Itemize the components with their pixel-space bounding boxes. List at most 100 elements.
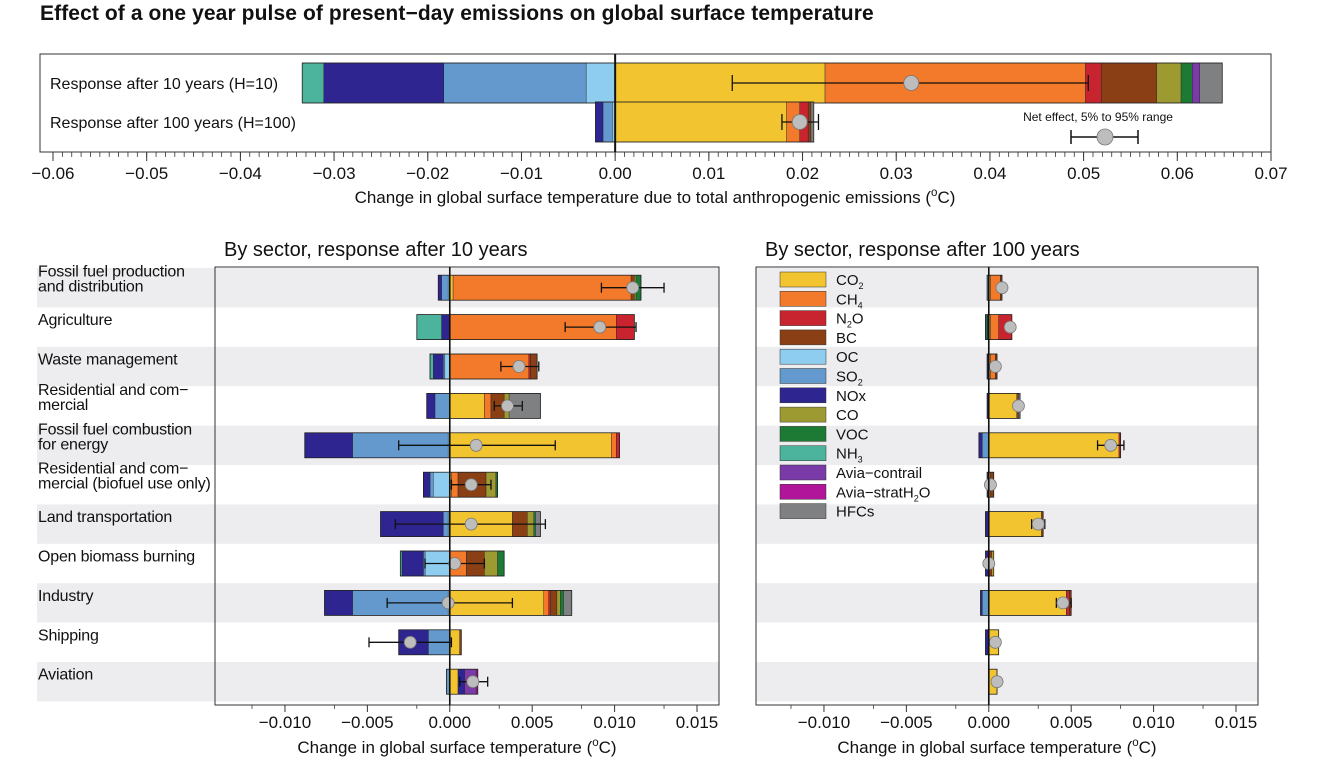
- legend-label-text: SO: [836, 369, 858, 386]
- sector-2-row-6-net-marker: [1031, 517, 1045, 531]
- sector-1-row-3-bar-CH4: [484, 393, 492, 419]
- sector-label: Waste management: [38, 352, 178, 369]
- legend-label: OC: [836, 349, 859, 366]
- sector-axis-tick-label: 0.010: [1132, 713, 1175, 732]
- sector-1-row-4-bar-outline: [304, 432, 620, 459]
- sector-x-axis-label-degree: o: [592, 737, 598, 749]
- legend-swatch: [779, 406, 827, 423]
- sector-label: Residential and com−: [38, 382, 188, 399]
- page-title: Effect of a one year pulse of present−da…: [40, 2, 874, 25]
- sector-2-row-1-net-marker: [1003, 320, 1017, 334]
- sector-x-axis-label-degree: o: [1132, 737, 1138, 749]
- top-row-0-bar-OC: [585, 62, 616, 104]
- sector-1-row-2-bar-NOx: [433, 353, 444, 380]
- top-row-label: Response after 10 years (H=10): [50, 76, 278, 93]
- sector-1-row-0-bar-SO2: [441, 275, 449, 301]
- top-x-axis-label-degree: o: [931, 187, 937, 199]
- sector-1-row-1-bar-NOx: [441, 314, 450, 340]
- sector-1-row-8-bar-CH4: [543, 590, 549, 616]
- legend-label: N2O: [836, 311, 864, 330]
- sector-1-row-4-bar-CH4: [611, 432, 617, 458]
- sector-1-row-4-net-marker: [469, 438, 483, 452]
- sector-row: Aviation: [38, 667, 489, 695]
- legend-label: HFCs: [836, 504, 874, 521]
- top-legend-marker: [1096, 128, 1114, 146]
- legend-label: CO2: [836, 272, 864, 291]
- sector-1-row-5-net-marker: [464, 478, 478, 492]
- top-axis-tick-label: 0.02: [786, 164, 819, 183]
- sector-label: Residential and com−: [38, 461, 188, 478]
- legend-swatch: [779, 464, 827, 481]
- sector-axis-tick-label: −0.005: [341, 713, 393, 732]
- sector-1-row-7-bar-VOC: [497, 550, 505, 577]
- top-x-axis-label-part: Change in global surface temperature due…: [355, 188, 932, 207]
- sector-1-row-2-net-marker: [512, 360, 526, 373]
- sector-1-row-7-bar-outline: [399, 550, 505, 577]
- legend-label-text: CO: [836, 407, 859, 424]
- sector-1-row-0-net-marker: [626, 281, 640, 295]
- top-x-axis-label-part: C): [937, 188, 955, 207]
- sector-x-axis-label-part: Change in global surface temperature (: [297, 738, 592, 757]
- sector-1-row-7-bar-CO: [484, 550, 498, 577]
- legend-label-sub: 4: [858, 300, 863, 310]
- top-axis-tick-label: 0.07: [1254, 164, 1287, 183]
- sector-1-row-5-bar-SO2: [429, 472, 434, 498]
- top-row-0-bar-VOC: [1180, 62, 1193, 104]
- sector-1-row-8-bar-N2O: [548, 590, 551, 616]
- sector-row: [988, 668, 1004, 695]
- sector-x-axis-label-part: C): [1139, 738, 1157, 757]
- top-row-1-bar-NOx: [595, 101, 604, 143]
- sector-row: Open biomass burning: [38, 549, 505, 577]
- sector-1-row-3-net-marker: [501, 399, 514, 413]
- legend-label-text: CO: [836, 272, 859, 289]
- legend-label-sub: 2: [859, 281, 864, 291]
- top-axis-tick-label: −0.03: [313, 164, 356, 183]
- top-legend-note: Net effect, 5% to 95% range: [1023, 110, 1173, 124]
- row-band: [756, 346, 1258, 387]
- sector-1-row-5-bar-OC: [433, 472, 450, 498]
- sector-axis-tick-label: 0.015: [676, 713, 719, 732]
- sector-1-row-4-bar-NOx: [304, 432, 353, 458]
- row-band: [756, 662, 1258, 702]
- sector-1-row-9-net-marker: [403, 635, 417, 649]
- sector-x-axis-label: Change in global surface temperature (oC…: [297, 737, 616, 757]
- sector-1-row-2-bar-SO2: [442, 353, 446, 380]
- sector-1-row-10-bar-CO2: [449, 669, 459, 695]
- legend-label: CH4: [836, 291, 863, 310]
- top-chart: Response after 10 years (H=10) Response a…: [31, 53, 1288, 207]
- sector-2-row-8-bar-SO2: [981, 590, 989, 616]
- top-axis-tick-label: −0.02: [406, 164, 449, 183]
- top-row-1-net-marker: [791, 114, 808, 130]
- legend-label-text: NOx: [836, 388, 867, 405]
- sector-1-row-2-bar-NH3: [429, 353, 434, 380]
- sector-2-row-0-net-marker: [995, 281, 1009, 295]
- top-row-label: Response after 100 years (H=100): [50, 115, 296, 132]
- legend-label-sub: 2: [847, 320, 852, 330]
- sector-row: [986, 274, 1009, 301]
- sector-axis-tick-label: −0.010: [259, 713, 311, 732]
- sector-1-row-10-net-marker: [466, 675, 480, 689]
- sector-1-row-5-bar-outline: [423, 471, 498, 498]
- legend-label: SO2: [836, 369, 863, 388]
- sector-1-row-5-bar-NOx: [423, 472, 431, 498]
- top-x-axis-label: Change in global surface temperature due…: [355, 187, 956, 207]
- row-band: [37, 504, 719, 544]
- sector-row: Residential and com−mercial (biofuel use…: [38, 461, 498, 498]
- legend-swatch: [779, 348, 827, 365]
- legend-swatch: [779, 445, 827, 461]
- legend-label: Avia−contrail: [836, 465, 922, 482]
- legend-swatch: [779, 503, 827, 519]
- row-band: [37, 662, 719, 702]
- legend-label-sub: 2: [914, 493, 919, 503]
- sector-row: [980, 590, 1072, 616]
- legend-label-text: HFCs: [836, 504, 874, 521]
- sector-row: [985, 511, 1046, 538]
- top-axis-tick-label: 0.04: [973, 164, 1006, 183]
- sector-1-row-4-bar-N2O: [616, 432, 620, 458]
- sector-1-row-3-bar-SO2: [434, 393, 450, 419]
- plot-frame: [214, 266, 720, 706]
- sector-row: [985, 314, 1017, 341]
- sector-1-row-8-bar-CO: [556, 590, 561, 616]
